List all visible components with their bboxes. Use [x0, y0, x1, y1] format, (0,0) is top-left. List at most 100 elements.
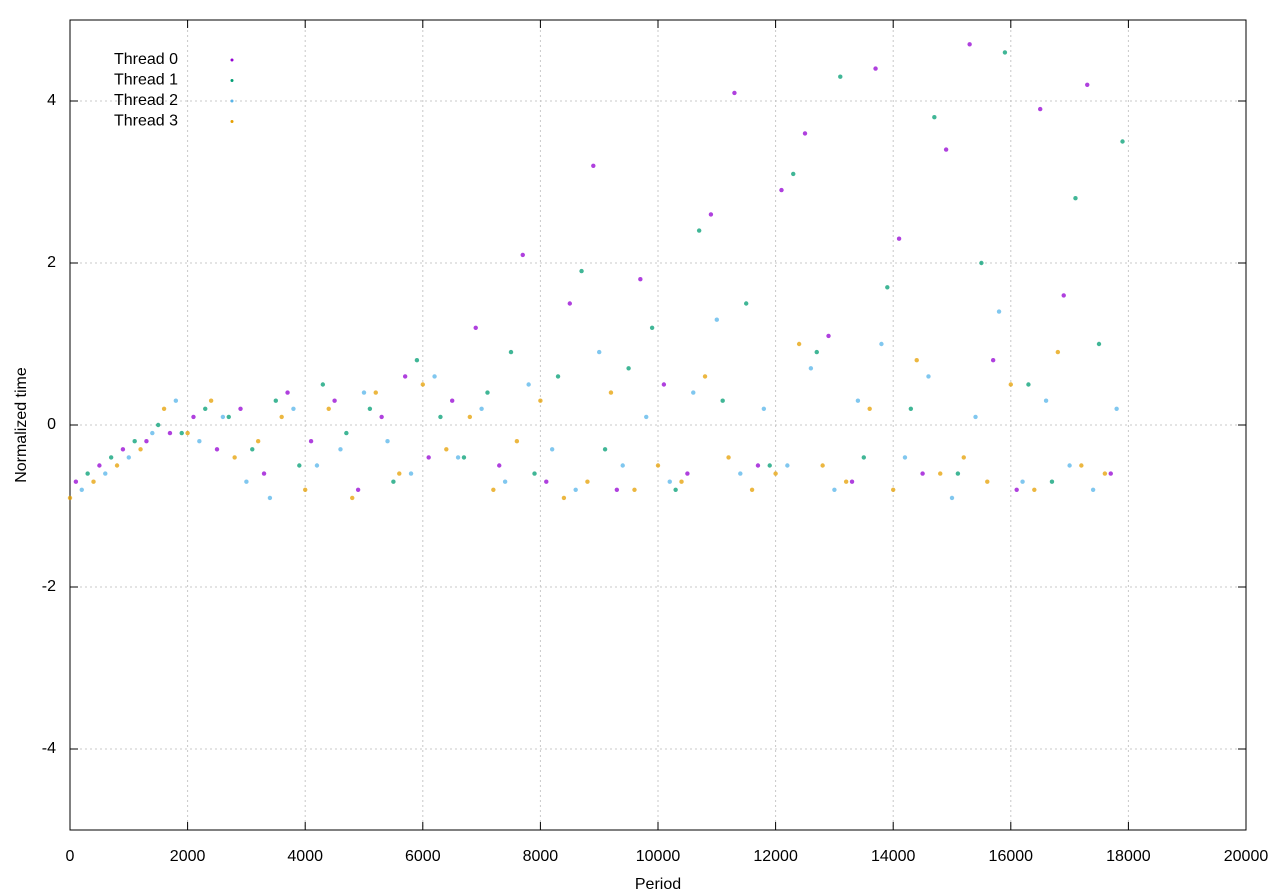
y-axis-label: Normalized time	[13, 367, 30, 483]
x-tick-label: 12000	[753, 848, 798, 865]
point	[402, 374, 408, 379]
point	[920, 471, 925, 476]
point	[943, 147, 949, 152]
point	[838, 74, 843, 79]
point	[191, 414, 196, 420]
point	[667, 479, 672, 484]
point	[450, 398, 455, 403]
point	[761, 406, 767, 411]
point	[455, 455, 461, 460]
point	[649, 325, 655, 330]
x-tick-label: 20000	[1224, 848, 1269, 865]
point	[267, 495, 273, 501]
point	[949, 495, 955, 501]
x-axis-label: Period	[635, 876, 681, 893]
point	[297, 463, 302, 468]
point	[879, 341, 884, 347]
point	[467, 414, 473, 420]
point	[849, 479, 855, 484]
point	[373, 390, 378, 395]
point	[308, 439, 314, 444]
point	[620, 463, 625, 468]
point	[985, 479, 990, 484]
point	[303, 487, 308, 492]
point	[843, 479, 849, 484]
point	[414, 358, 420, 363]
point	[1038, 106, 1043, 112]
point	[538, 398, 543, 403]
point	[214, 447, 220, 452]
point	[591, 163, 596, 168]
point	[179, 430, 184, 436]
point	[1061, 293, 1066, 298]
point	[361, 390, 367, 395]
point	[744, 301, 749, 306]
point	[1073, 196, 1078, 201]
point	[602, 447, 608, 452]
point	[796, 341, 802, 347]
point	[1120, 139, 1125, 144]
x-tick-label: 4000	[287, 848, 323, 865]
point	[173, 398, 179, 403]
point	[508, 349, 514, 355]
point	[1032, 487, 1037, 492]
point	[1108, 471, 1113, 476]
x-tick-label: 6000	[405, 848, 441, 865]
point	[426, 455, 431, 460]
point	[397, 471, 402, 476]
point	[97, 463, 102, 468]
point	[279, 414, 284, 420]
point	[914, 358, 919, 363]
legend-label: Thread 3	[114, 113, 178, 130]
point	[973, 414, 978, 420]
point	[1085, 82, 1090, 88]
x-tick-label: 14000	[871, 848, 916, 865]
legend-marker	[230, 99, 234, 103]
point	[326, 406, 331, 411]
point	[902, 455, 908, 460]
point	[232, 455, 237, 460]
point	[473, 325, 478, 330]
point	[908, 406, 914, 411]
point	[502, 479, 508, 484]
point	[585, 479, 590, 484]
point	[285, 390, 290, 395]
x-tick-label: 2000	[170, 848, 206, 865]
point	[567, 301, 572, 306]
point	[291, 406, 296, 411]
point	[91, 479, 96, 484]
point	[738, 471, 743, 476]
point	[120, 447, 126, 452]
point	[767, 463, 772, 468]
point	[814, 349, 819, 355]
point	[1043, 398, 1049, 403]
point	[132, 439, 137, 444]
point	[673, 487, 678, 492]
point	[379, 414, 384, 420]
point	[691, 390, 696, 395]
point	[773, 471, 778, 476]
plot-border	[69, 19, 1247, 831]
x-tick-label: 10000	[636, 848, 681, 865]
point	[626, 366, 631, 371]
point	[996, 309, 1002, 314]
legend-marker	[230, 120, 234, 123]
point	[938, 471, 943, 476]
point	[655, 463, 661, 468]
point	[544, 479, 549, 484]
point	[1102, 471, 1108, 476]
point	[979, 260, 984, 266]
point	[126, 455, 131, 460]
point	[561, 495, 567, 501]
point	[1090, 487, 1096, 492]
point	[696, 228, 702, 233]
point	[114, 463, 120, 468]
point	[1114, 406, 1119, 411]
point	[638, 277, 643, 282]
point	[108, 455, 114, 460]
point	[73, 479, 79, 484]
point	[238, 406, 243, 411]
point	[67, 495, 73, 501]
point	[161, 406, 167, 411]
